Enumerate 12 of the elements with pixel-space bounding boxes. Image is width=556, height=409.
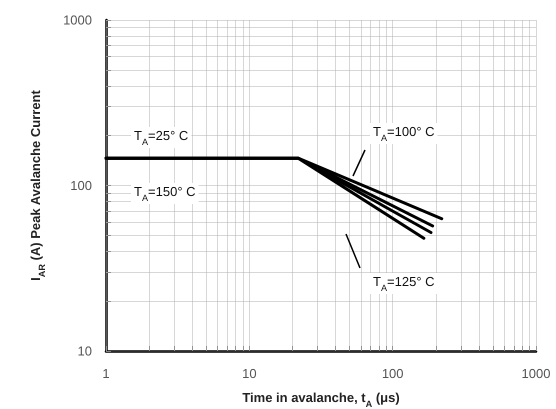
text: T$_{A}$=125° C: [373, 274, 435, 293]
y-tick-label: 100: [70, 178, 92, 193]
series-label: T$_{A}$=25° C: [134, 128, 188, 147]
y-tick-label: 10: [78, 344, 92, 358]
y-tick-label: 1000: [63, 12, 92, 28]
x-axis-title: Time in avalanche, t$_{A}$ (μs): [242, 390, 400, 409]
x-tick-label: 100: [382, 366, 404, 381]
series-label: T$_{A}$=150° C: [134, 184, 196, 203]
x-tick-label: 10: [242, 366, 257, 381]
x-tick-label: 1000: [522, 366, 550, 381]
text: T$_{A}$=100° C: [373, 124, 435, 143]
x-tick-label: 1: [102, 366, 110, 381]
